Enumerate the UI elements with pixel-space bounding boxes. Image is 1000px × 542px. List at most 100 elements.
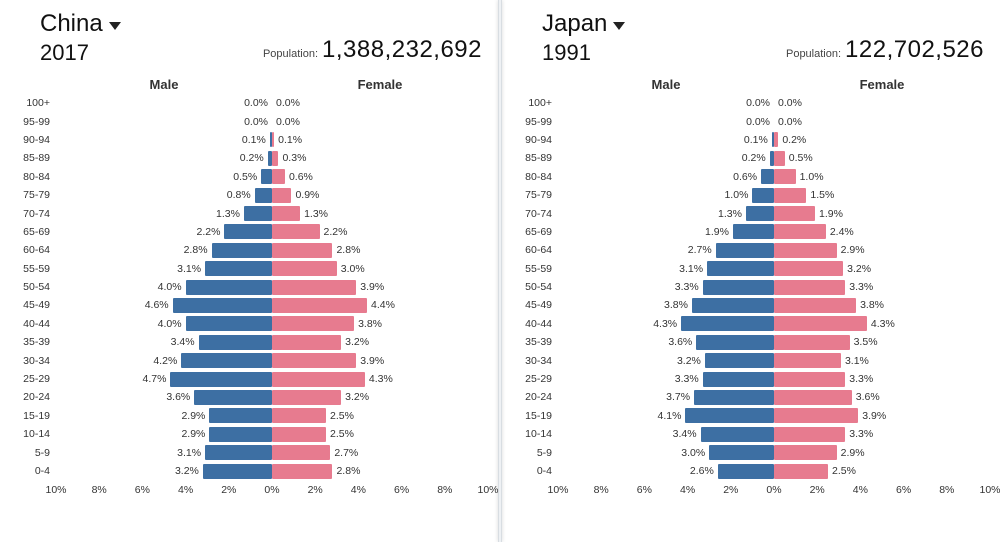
female-pct: 3.9%: [356, 281, 388, 293]
male-side: 1.3%: [558, 206, 774, 221]
chevron-down-icon: [109, 22, 121, 30]
female-heading: Female: [774, 77, 990, 92]
bar-zone: 1.9% 2.4%: [558, 224, 990, 239]
female-side: 4.3%: [272, 372, 488, 387]
female-pct: 3.3%: [845, 428, 877, 440]
male-bar: [261, 169, 272, 184]
x-axis: 10%8%6%4%2%0%2%4%6%8%10%: [512, 482, 990, 502]
female-pct: 0.2%: [778, 134, 810, 146]
female-pct: 3.9%: [858, 410, 890, 422]
x-tick: 4%: [853, 484, 868, 496]
male-pct: 4.1%: [654, 410, 686, 422]
age-label: 5-9: [10, 447, 56, 459]
population-display: Population:1,388,232,692: [263, 36, 482, 64]
male-pct: 0.6%: [729, 171, 761, 183]
bar-zone: 1.3% 1.9%: [558, 206, 990, 221]
male-side: 3.4%: [56, 335, 272, 350]
age-label: 55-59: [512, 263, 558, 275]
male-side: 4.3%: [558, 316, 774, 331]
male-side: 2.9%: [56, 427, 272, 442]
female-pct: 1.0%: [796, 171, 828, 183]
female-pct: 2.4%: [826, 226, 858, 238]
female-side: 0.9%: [272, 188, 488, 203]
male-pct: 1.3%: [714, 208, 746, 220]
female-pct: 3.9%: [356, 355, 388, 367]
female-side: 1.9%: [774, 206, 990, 221]
female-bar: [774, 224, 826, 239]
year-label: 1991: [542, 40, 625, 66]
age-row: 75-791.0%1.5%: [512, 186, 990, 204]
age-label: 55-59: [10, 263, 56, 275]
female-side: 2.7%: [272, 445, 488, 460]
male-bar: [701, 427, 774, 442]
male-pct: 0.8%: [223, 189, 255, 201]
country-selector[interactable]: China: [40, 10, 121, 38]
female-side: 3.2%: [774, 261, 990, 276]
male-pct: 1.3%: [212, 208, 244, 220]
male-pct: 3.6%: [664, 336, 696, 348]
female-side: 2.8%: [272, 243, 488, 258]
age-row: 95-990.0%0.0%: [10, 112, 488, 130]
age-label: 95-99: [10, 116, 56, 128]
male-bar: [703, 280, 774, 295]
x-tick: 8%: [437, 484, 452, 496]
male-bar: [685, 408, 774, 423]
country-selector[interactable]: Japan: [542, 10, 625, 38]
male-side: 2.9%: [56, 408, 272, 423]
female-side: 2.9%: [774, 445, 990, 460]
bar-zone: 4.6%4.4%: [56, 298, 488, 313]
bar-zone: 0.2%0.5%: [558, 151, 990, 166]
age-label: 45-49: [512, 299, 558, 311]
male-pct: 4.6%: [141, 299, 173, 311]
female-side: 3.9%: [774, 408, 990, 423]
age-row: 65-692.2%2.2%: [10, 223, 488, 241]
male-side: 0.0%: [558, 96, 774, 111]
male-pct: 1.9%: [701, 226, 733, 238]
female-side: 3.3%: [774, 280, 990, 295]
x-tick: 4%: [178, 484, 193, 496]
female-bar: [272, 316, 354, 331]
male-pct: 0.1%: [740, 134, 772, 146]
bar-zone: 0.1% 0.2%: [558, 132, 990, 147]
bar-zone: 3.7%3.6%: [558, 390, 990, 405]
male-side: 3.3%: [558, 372, 774, 387]
female-side: 3.6%: [774, 390, 990, 405]
pyramid-chart: MaleFemale100+0.0%0.0%95-990.0%0.0%90-94…: [512, 72, 990, 536]
female-side: 2.5%: [272, 408, 488, 423]
bar-zone: 3.0%2.9%: [558, 445, 990, 460]
female-side: 3.8%: [272, 316, 488, 331]
male-pct: 0.2%: [236, 152, 268, 164]
male-side: 3.2%: [56, 464, 272, 479]
age-label: 25-29: [10, 373, 56, 385]
male-bar: [224, 224, 272, 239]
age-label: 50-54: [10, 281, 56, 293]
age-row: 20-243.6%3.2%: [10, 388, 488, 406]
male-side: 3.1%: [558, 261, 774, 276]
year-label: 2017: [40, 40, 121, 66]
male-bar: [186, 316, 272, 331]
male-side: 1.3%: [56, 206, 272, 221]
female-side: 3.0%: [272, 261, 488, 276]
female-side: 2.9%: [774, 243, 990, 258]
bar-zone: 0.8% 0.9%: [56, 188, 488, 203]
female-pct: 3.3%: [845, 373, 877, 385]
female-pct: 3.6%: [852, 391, 884, 403]
female-pct: 0.6%: [285, 171, 317, 183]
bar-zone: 1.3% 1.3%: [56, 206, 488, 221]
male-bar: [212, 243, 272, 258]
male-side: 1.9%: [558, 224, 774, 239]
female-bar: [774, 280, 845, 295]
age-row: 25-294.7%4.3%: [10, 370, 488, 388]
female-pct: 2.5%: [828, 465, 860, 477]
female-bar: [272, 408, 326, 423]
male-side: 0.0%: [558, 114, 774, 129]
female-pct: 2.2%: [320, 226, 352, 238]
female-bar: [774, 390, 852, 405]
female-side: 1.3%: [272, 206, 488, 221]
male-side: 0.1%: [558, 132, 774, 147]
age-row: 75-790.8%0.9%: [10, 186, 488, 204]
female-side: 4.3%: [774, 316, 990, 331]
male-bar: [705, 353, 774, 368]
male-pct: 3.2%: [673, 355, 705, 367]
male-bar: [761, 169, 774, 184]
